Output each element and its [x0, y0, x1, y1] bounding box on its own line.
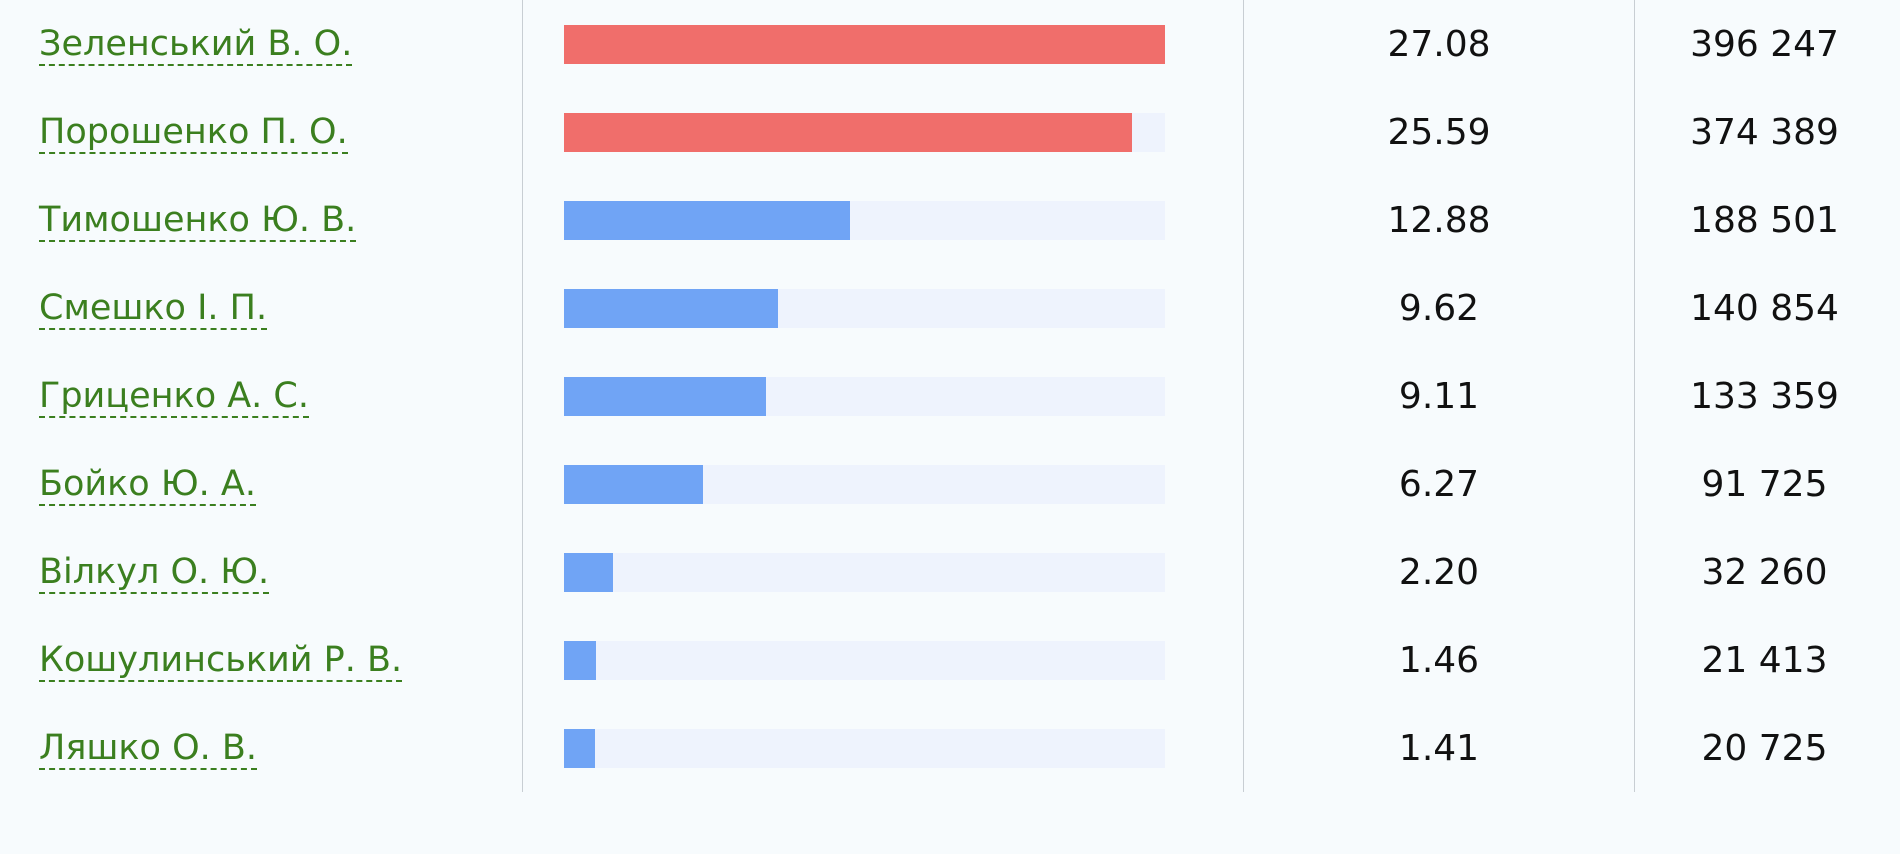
bar: [564, 728, 596, 768]
bar: [564, 200, 850, 240]
percent: 1.41: [1243, 704, 1635, 792]
row: Гриценко А. С. 9.11 133 359: [0, 352, 1900, 440]
percent: 2.20: [1243, 528, 1635, 616]
percent: 9.62: [1243, 264, 1635, 352]
bar-track: [564, 200, 1165, 240]
votes: 188 501: [1634, 176, 1900, 264]
votes: 140 854: [1634, 264, 1900, 352]
bar-track: [564, 464, 1165, 504]
name-cell: Кошулинський Р. В.: [0, 616, 523, 704]
bar: [564, 464, 704, 504]
bar-cell: [522, 440, 1244, 528]
row: Вілкул О. Ю. 2.20 32 260: [0, 528, 1900, 616]
votes: 374 389: [1634, 88, 1900, 176]
row: Порошенко П. О. 25.59 374 389: [0, 88, 1900, 176]
row: Ляшко О. В. 1.41 20 725: [0, 704, 1900, 792]
percent: 27.08: [1243, 0, 1635, 88]
bar-track: [564, 376, 1165, 416]
candidate-link[interactable]: Тимошенко Ю. В.: [39, 200, 357, 242]
bar-cell: [522, 704, 1244, 792]
candidate-link[interactable]: Кошулинський Р. В.: [39, 640, 403, 682]
bar-cell: [522, 176, 1244, 264]
votes: 20 725: [1634, 704, 1900, 792]
bar: [564, 24, 1165, 64]
bar-track: [564, 640, 1165, 680]
name-cell: Зеленський В. О.: [0, 0, 523, 88]
percent: 9.11: [1243, 352, 1635, 440]
name-cell: Гриценко А. С.: [0, 352, 523, 440]
votes: 32 260: [1634, 528, 1900, 616]
row: Зеленський В. О. 27.08 396 247: [0, 0, 1900, 88]
candidate-link[interactable]: Вілкул О. Ю.: [39, 552, 270, 594]
bar: [564, 112, 1132, 152]
bar-cell: [522, 352, 1244, 440]
bar: [564, 288, 778, 328]
bar-cell: [522, 264, 1244, 352]
bar-track: [564, 24, 1165, 64]
percent: 12.88: [1243, 176, 1635, 264]
percent: 6.27: [1243, 440, 1635, 528]
candidate-link[interactable]: Зеленський В. О.: [39, 24, 353, 66]
results-table: Зеленський В. О. 27.08 396 247 Порошенко П.…: [0, 0, 1900, 792]
bar: [564, 376, 767, 416]
row: Смешко І. П. 9.62 140 854: [0, 264, 1900, 352]
name-cell: Бойко Ю. А.: [0, 440, 523, 528]
bar-cell: [522, 616, 1244, 704]
bar-cell: [522, 88, 1244, 176]
bar-track: [564, 728, 1165, 768]
candidate-link[interactable]: Порошенко П. О.: [39, 112, 348, 154]
row: Бойко Ю. А. 6.27 91 725: [0, 440, 1900, 528]
votes: 396 247: [1634, 0, 1900, 88]
name-cell: Порошенко П. О.: [0, 88, 523, 176]
name-cell: Смешко І. П.: [0, 264, 523, 352]
percent: 25.59: [1243, 88, 1635, 176]
row: Кошулинський Р. В. 1.46 21 413: [0, 616, 1900, 704]
percent: 1.46: [1243, 616, 1635, 704]
row: Тимошенко Ю. В. 12.88 188 501: [0, 176, 1900, 264]
bar-track: [564, 288, 1165, 328]
bar-track: [564, 112, 1165, 152]
votes: 21 413: [1634, 616, 1900, 704]
candidate-link[interactable]: Бойко Ю. А.: [39, 464, 256, 506]
bar: [564, 640, 597, 680]
candidate-link[interactable]: Смешко І. П.: [39, 288, 268, 330]
candidate-link[interactable]: Ляшко О. В.: [39, 728, 258, 770]
votes: 91 725: [1634, 440, 1900, 528]
name-cell: Ляшко О. В.: [0, 704, 523, 792]
bar-cell: [522, 528, 1244, 616]
bar-track: [564, 552, 1165, 592]
votes: 133 359: [1634, 352, 1900, 440]
candidate-link[interactable]: Гриценко А. С.: [39, 376, 309, 418]
name-cell: Вілкул О. Ю.: [0, 528, 523, 616]
name-cell: Тимошенко Ю. В.: [0, 176, 523, 264]
bar-cell: [522, 0, 1244, 88]
bar: [564, 552, 613, 592]
